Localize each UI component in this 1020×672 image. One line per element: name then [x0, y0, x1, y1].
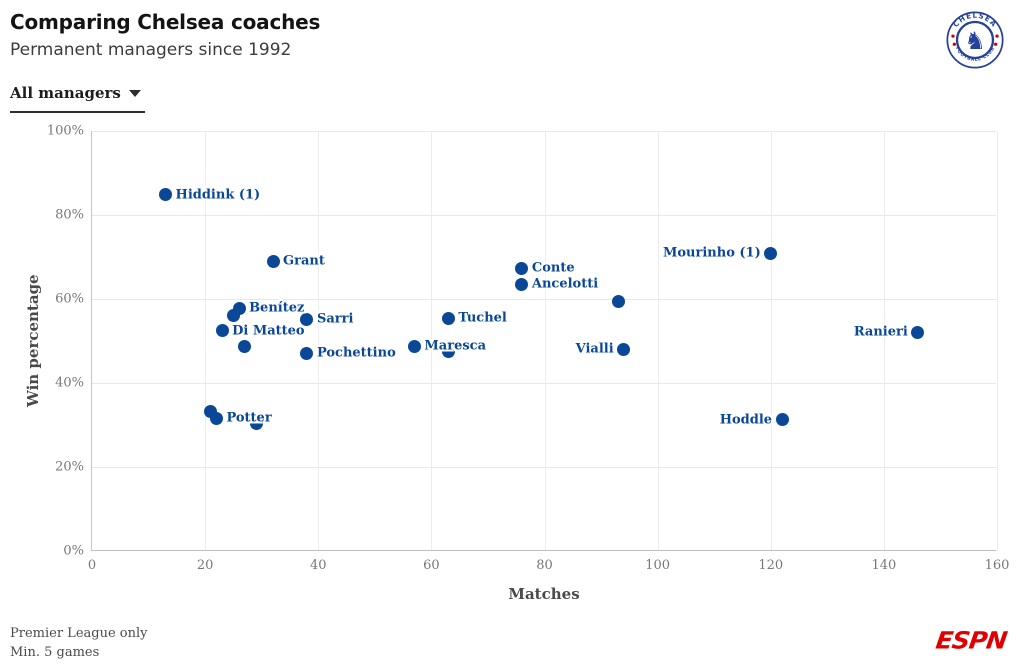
crest-lion-icon: ♞	[964, 27, 986, 55]
x-tick-label: 160	[984, 558, 1010, 573]
point-label-potter: Potter	[226, 410, 272, 426]
scatter-point-unlabeled[interactable]	[238, 340, 252, 354]
x-gridline	[997, 131, 998, 550]
point-label-ancelotti: Ancelotti	[531, 276, 599, 292]
x-tick-label: 120	[758, 558, 784, 573]
scatter-point-conte[interactable]	[515, 261, 529, 275]
x-tick-label: 0	[87, 558, 97, 573]
point-label-grant: Grant	[283, 253, 325, 269]
scatter-point-ranieri[interactable]	[911, 325, 925, 339]
crest-red-dot	[995, 34, 999, 38]
point-label-maresca: Maresca	[424, 338, 486, 354]
footnote-line-1: Premier League only	[10, 626, 148, 641]
scatter-point-ancelotti[interactable]	[515, 277, 529, 291]
crest-red-dot	[951, 34, 955, 38]
scatter-point-maresca[interactable]	[407, 339, 421, 353]
scatter-point-potter[interactable]	[209, 411, 223, 425]
point-label-pochettino: Pochettino	[316, 345, 396, 361]
x-gridline	[657, 131, 659, 550]
point-label-hoddle: Hoddle	[719, 412, 773, 428]
crest-red-dot	[952, 42, 956, 46]
scatter-point-sarri[interactable]	[300, 312, 314, 326]
y-tick-label: 100%	[46, 123, 84, 139]
point-label-vialli: Vialli	[575, 341, 614, 357]
y-tick-label: 40%	[55, 375, 84, 391]
scatter-point-unlabeled[interactable]	[226, 309, 240, 323]
y-tick-label: 0%	[63, 543, 84, 559]
x-gridline	[883, 131, 885, 550]
page-title: Comparing Chelsea coaches	[10, 10, 321, 34]
x-gridline	[318, 131, 320, 550]
chelsea-crest-logo: CHELSEA FOOTBALL CLUB ♞	[946, 11, 1004, 69]
x-gridline	[544, 131, 546, 550]
y-gridline	[92, 299, 996, 300]
point-label-sarri: Sarri	[316, 311, 354, 327]
crest-inner-ring	[955, 20, 995, 60]
x-tick-label: 80	[536, 558, 553, 573]
page-subtitle: Permanent managers since 1992	[10, 40, 292, 60]
y-axis-title: Win percentage	[24, 274, 42, 407]
x-tick-label: 100	[645, 558, 671, 573]
y-gridline	[92, 467, 996, 468]
x-gridline	[205, 131, 207, 550]
scatter-point-unlabeled[interactable]	[611, 295, 625, 309]
point-label-ranieri: Ranieri	[853, 324, 908, 340]
point-label-hiddink-1: Hiddink (1)	[175, 187, 261, 203]
espn-logo: ESPN	[933, 626, 1008, 655]
managers-filter-value: All managers	[10, 84, 121, 102]
scatter-point-unlabeled[interactable]	[249, 416, 263, 430]
point-label-conte: Conte	[531, 260, 575, 276]
x-gridline	[770, 131, 772, 550]
scatter-point-mourinho-1[interactable]	[764, 246, 778, 260]
crest-red-dot	[994, 42, 998, 46]
scatter-point-hiddink-1[interactable]	[159, 188, 173, 202]
point-label-di-matteo: Di Matteo	[232, 323, 305, 339]
y-tick-label: 80%	[55, 207, 84, 223]
x-tick-label: 60	[423, 558, 440, 573]
point-label-ben-tez: Benítez	[249, 300, 305, 316]
chevron-down-icon	[129, 89, 141, 97]
point-label-tuchel: Tuchel	[458, 310, 507, 326]
y-gridline	[92, 383, 996, 384]
y-tick-label: 20%	[55, 459, 84, 475]
scatter-point-grant[interactable]	[266, 254, 280, 268]
point-label-mourinho-1: Mourinho (1)	[663, 245, 761, 261]
x-tick-label: 40	[309, 558, 327, 573]
x-gridline	[431, 131, 433, 550]
x-tick-label: 140	[871, 558, 897, 573]
scatter-point-pochettino[interactable]	[300, 346, 314, 360]
x-axis-title: Matches	[508, 585, 580, 603]
scatter-point-vialli[interactable]	[617, 342, 631, 356]
y-tick-label: 60%	[55, 291, 84, 307]
footnote-line-2: Min. 5 games	[10, 645, 100, 660]
scatter-point-hoddle[interactable]	[775, 413, 789, 427]
scatter-plot-area: Matches Win percentage 0 20 40 60 80 100 120 14…	[24, 124, 1009, 604]
y-gridline	[92, 131, 996, 132]
scatter-point-unlabeled[interactable]	[441, 345, 455, 358]
x-tick-label: 20	[196, 558, 214, 573]
managers-filter-dropdown[interactable]: All managers	[10, 84, 145, 113]
y-gridline	[92, 215, 996, 216]
scatter-point-di-matteo[interactable]	[215, 324, 229, 338]
scatter-point-tuchel[interactable]	[441, 311, 455, 325]
